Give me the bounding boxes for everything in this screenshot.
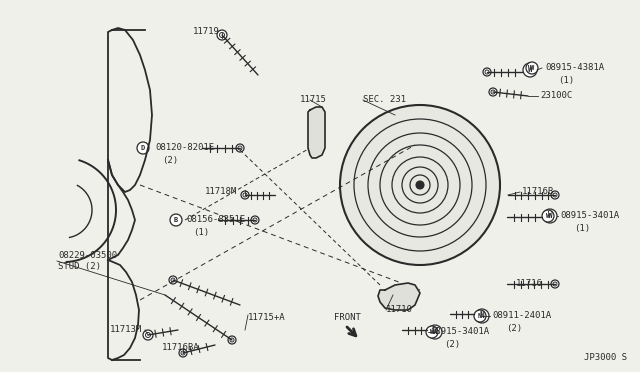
Circle shape <box>416 181 424 189</box>
Text: 11718M: 11718M <box>205 187 237 196</box>
Circle shape <box>340 105 500 265</box>
Polygon shape <box>378 283 420 310</box>
Text: W: W <box>530 65 534 71</box>
Circle shape <box>474 310 486 322</box>
Text: 11715: 11715 <box>300 96 327 105</box>
Text: 11710: 11710 <box>386 305 413 314</box>
Circle shape <box>542 210 554 222</box>
Text: W: W <box>433 327 437 337</box>
Circle shape <box>312 115 322 125</box>
Circle shape <box>551 191 559 199</box>
Circle shape <box>170 214 182 226</box>
Circle shape <box>388 290 398 300</box>
Text: 11716B: 11716B <box>522 187 554 196</box>
Circle shape <box>241 191 249 199</box>
Text: (1): (1) <box>574 224 590 232</box>
Text: (2): (2) <box>444 340 460 349</box>
Circle shape <box>228 336 236 344</box>
Circle shape <box>217 30 227 40</box>
Text: N: N <box>480 311 484 321</box>
Text: 11715+A: 11715+A <box>248 314 285 323</box>
Circle shape <box>312 140 322 150</box>
Text: 08911-2401A: 08911-2401A <box>492 311 551 321</box>
Text: 23100C: 23100C <box>540 92 572 100</box>
Circle shape <box>169 276 177 284</box>
Text: W: W <box>548 212 552 221</box>
Text: 11713M: 11713M <box>110 326 142 334</box>
Text: 11719: 11719 <box>193 28 220 36</box>
Text: W: W <box>528 65 532 74</box>
Circle shape <box>428 325 442 339</box>
Circle shape <box>251 216 259 224</box>
Text: 08915-3401A: 08915-3401A <box>560 212 619 221</box>
Text: 08156-8351E: 08156-8351E <box>186 215 245 224</box>
Circle shape <box>523 63 537 77</box>
Circle shape <box>489 88 497 96</box>
Circle shape <box>236 144 244 152</box>
Circle shape <box>543 209 557 223</box>
Text: (2): (2) <box>506 324 522 333</box>
Circle shape <box>179 349 187 357</box>
Text: (1): (1) <box>558 76 574 84</box>
Circle shape <box>137 142 149 154</box>
Circle shape <box>526 62 538 74</box>
Text: 11716BA: 11716BA <box>162 343 200 353</box>
Text: JP3000 S: JP3000 S <box>584 353 627 362</box>
Text: W: W <box>546 213 550 219</box>
Text: STUD (2): STUD (2) <box>58 263 101 272</box>
Text: B: B <box>174 217 178 223</box>
Text: 11716: 11716 <box>516 279 543 289</box>
Circle shape <box>143 330 153 340</box>
Text: SEC. 231: SEC. 231 <box>363 96 406 105</box>
Circle shape <box>405 290 415 300</box>
Text: 08120-8201E: 08120-8201E <box>155 144 214 153</box>
Text: (1): (1) <box>193 228 209 237</box>
Text: FRONT: FRONT <box>334 314 361 323</box>
Text: D: D <box>141 145 145 151</box>
Circle shape <box>426 326 438 338</box>
Text: 08915-3401A: 08915-3401A <box>430 327 489 337</box>
Text: (2): (2) <box>162 155 178 164</box>
Circle shape <box>483 68 491 76</box>
Text: W: W <box>430 329 434 335</box>
Text: 08915-4381A: 08915-4381A <box>545 64 604 73</box>
Circle shape <box>551 280 559 288</box>
Text: 08229-03500: 08229-03500 <box>58 250 117 260</box>
Polygon shape <box>308 107 325 158</box>
Text: N: N <box>478 313 482 319</box>
Circle shape <box>475 309 489 323</box>
